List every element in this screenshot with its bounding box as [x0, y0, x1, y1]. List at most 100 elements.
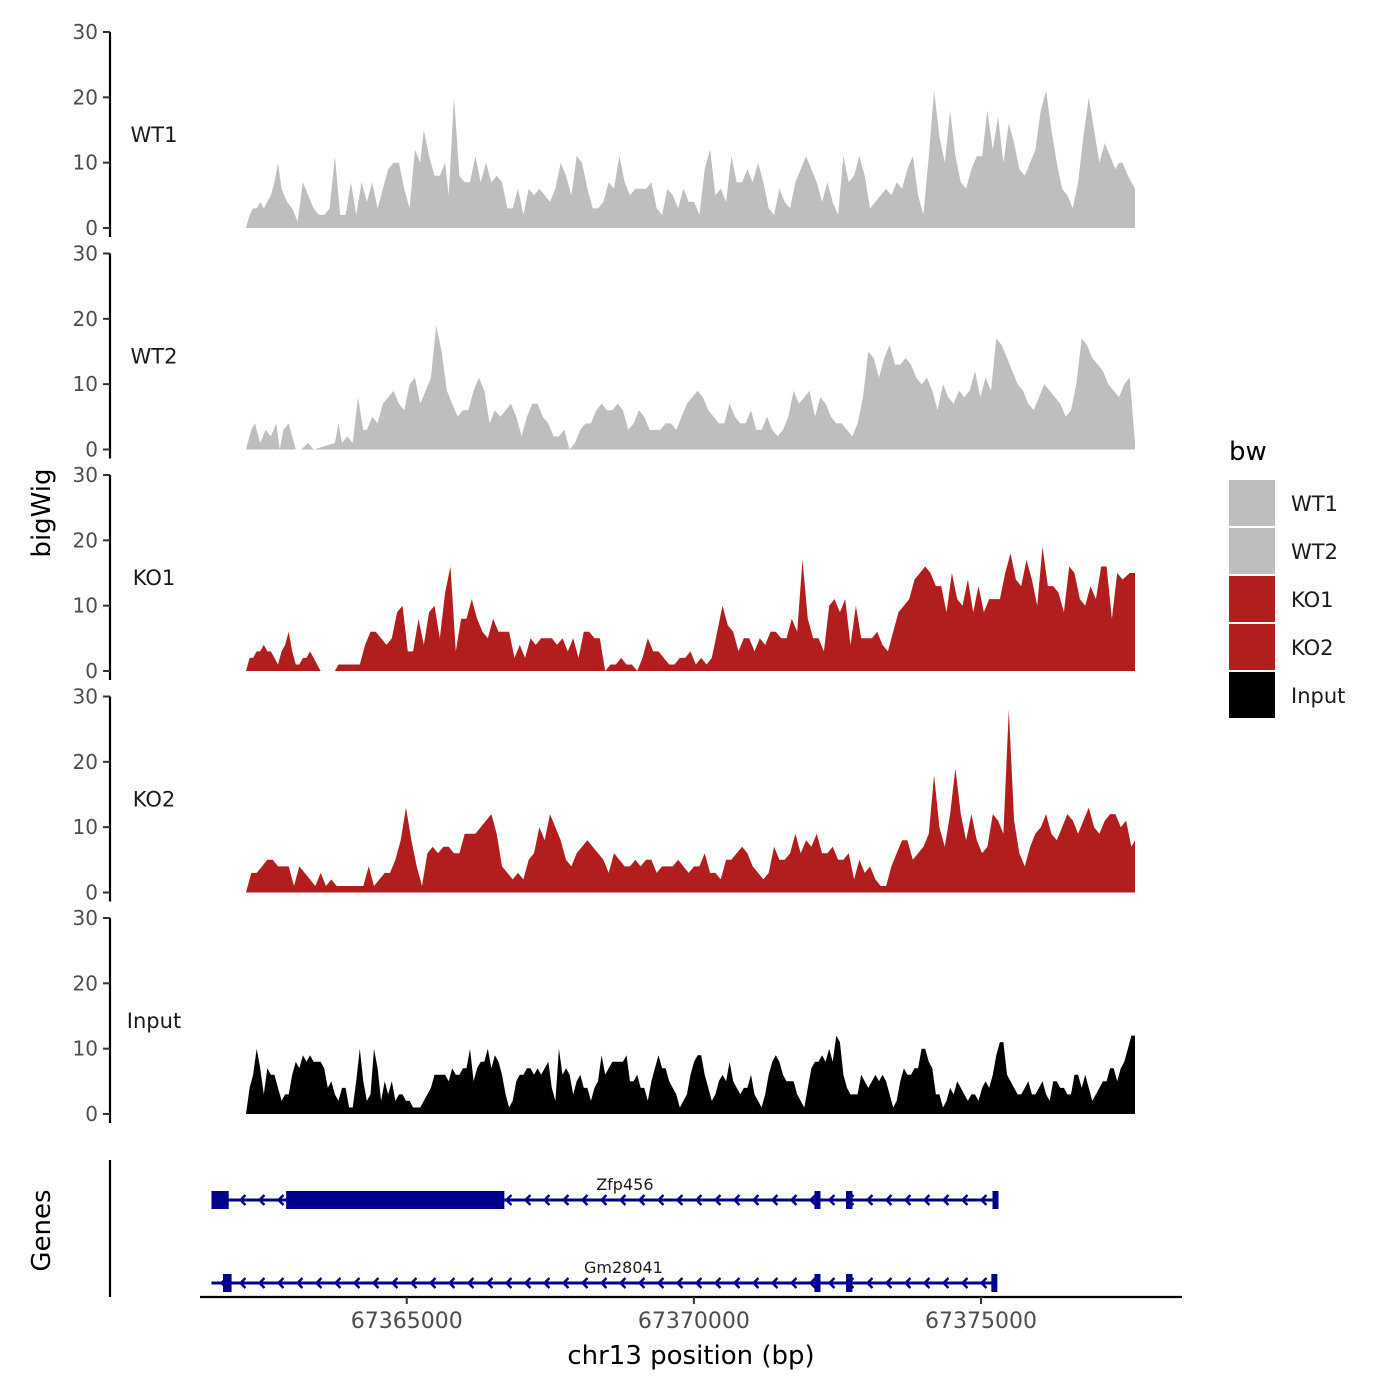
- y-tick-label: 0: [85, 216, 98, 240]
- y-tick-label: 10: [73, 594, 98, 618]
- strand-arrow: [789, 1277, 798, 1289]
- strand-arrow: [694, 1277, 703, 1289]
- exon-zfp456: [846, 1191, 853, 1209]
- exon-gm28041: [814, 1274, 821, 1292]
- strand-arrow: [504, 1194, 513, 1206]
- x-tick-label: 67365000: [351, 1309, 463, 1334]
- strand-arrow: [656, 1277, 665, 1289]
- strand-arrow: [238, 1194, 247, 1206]
- exon-zfp456: [814, 1191, 821, 1209]
- strand-arrow: [694, 1194, 703, 1206]
- y-tick-label: 30: [73, 463, 98, 487]
- strand-arrow: [922, 1277, 931, 1289]
- y-axis-title: bigWig: [27, 468, 57, 557]
- y-tick-label: 30: [73, 242, 98, 266]
- strand-arrow: [257, 1277, 266, 1289]
- y-tick-label: 0: [85, 438, 98, 462]
- exon-gm28041: [991, 1274, 998, 1292]
- strand-arrow: [903, 1277, 912, 1289]
- y-tick-label: 30: [73, 906, 98, 930]
- strand-arrow: [333, 1277, 342, 1289]
- legend-swatch-wt1: [1229, 480, 1275, 526]
- track-label-input: Input: [127, 1009, 181, 1033]
- strand-arrow: [751, 1194, 760, 1206]
- strand-arrow: [409, 1277, 418, 1289]
- strand-arrow: [238, 1277, 247, 1289]
- strand-arrow: [884, 1194, 893, 1206]
- exon-zfp456: [286, 1191, 505, 1209]
- legend-swatch-ko2: [1229, 624, 1275, 670]
- strand-arrow: [675, 1194, 684, 1206]
- strand-arrow: [371, 1277, 380, 1289]
- strand-arrow: [523, 1194, 532, 1206]
- strand-arrow: [542, 1277, 551, 1289]
- strand-arrow: [523, 1277, 532, 1289]
- legend-swatch-input: [1229, 672, 1275, 718]
- strand-arrow: [732, 1277, 741, 1289]
- strand-arrow: [770, 1277, 779, 1289]
- strand-arrow: [770, 1194, 779, 1206]
- y-tick-label: 0: [85, 1102, 98, 1126]
- strand-arrow: [960, 1194, 969, 1206]
- exon-zfp456: [992, 1191, 999, 1209]
- x-tick-label: 67375000: [925, 1309, 1037, 1334]
- strand-arrow: [295, 1277, 304, 1289]
- y-tick-label: 30: [73, 20, 98, 44]
- strand-arrow: [941, 1277, 950, 1289]
- gene-label-zfp456: Zfp456: [596, 1175, 653, 1194]
- y-tick-label: 10: [73, 815, 98, 839]
- track-label-ko2: KO2: [133, 788, 176, 812]
- strand-arrow: [713, 1277, 722, 1289]
- strand-arrow: [808, 1277, 817, 1289]
- y-tick-label: 10: [73, 1037, 98, 1061]
- y-tick-label: 20: [73, 85, 98, 109]
- strand-arrow: [428, 1277, 437, 1289]
- strand-arrow: [485, 1277, 494, 1289]
- strand-arrow: [580, 1277, 589, 1289]
- strand-arrow: [979, 1277, 988, 1289]
- strand-arrow: [827, 1277, 836, 1289]
- legend-label-ko1: KO1: [1291, 588, 1334, 612]
- legend-label-input: Input: [1291, 684, 1345, 708]
- legend-swatch-ko1: [1229, 576, 1275, 622]
- y-tick-label: 20: [73, 528, 98, 552]
- strand-arrow: [903, 1194, 912, 1206]
- strand-arrow: [542, 1194, 551, 1206]
- strand-arrow: [314, 1277, 323, 1289]
- strand-arrow: [865, 1277, 874, 1289]
- strand-arrow: [618, 1194, 627, 1206]
- exon-gm28041: [222, 1274, 232, 1292]
- genes-axis-title: Genes: [27, 1189, 57, 1271]
- track-label-wt2: WT2: [131, 345, 178, 369]
- strand-arrow: [789, 1194, 798, 1206]
- strand-arrow: [561, 1277, 570, 1289]
- legend-label-wt2: WT2: [1291, 540, 1338, 564]
- strand-arrow: [827, 1194, 836, 1206]
- strand-arrow: [580, 1194, 589, 1206]
- strand-arrow: [637, 1277, 646, 1289]
- exon-zfp456: [211, 1191, 229, 1209]
- y-tick-label: 20: [73, 971, 98, 995]
- track-label-wt1: WT1: [131, 123, 178, 147]
- y-tick-label: 30: [73, 685, 98, 709]
- strand-arrow: [599, 1277, 608, 1289]
- strand-arrow: [808, 1194, 817, 1206]
- y-tick-label: 20: [73, 750, 98, 774]
- strand-arrow: [922, 1194, 931, 1206]
- coverage-area-wt1: [246, 90, 1135, 228]
- strand-arrow: [466, 1277, 475, 1289]
- legend-label-ko2: KO2: [1291, 636, 1334, 660]
- y-tick-label: 0: [85, 881, 98, 905]
- y-tick-label: 10: [73, 372, 98, 396]
- strand-arrow: [504, 1277, 513, 1289]
- strand-arrow: [732, 1194, 741, 1206]
- exon-gm28041: [846, 1274, 853, 1292]
- coverage-area-ko1: [246, 546, 1135, 671]
- y-tick-label: 10: [73, 151, 98, 175]
- strand-arrow: [276, 1194, 285, 1206]
- strand-arrow: [884, 1277, 893, 1289]
- coverage-area-wt2: [246, 325, 1135, 450]
- strand-arrow: [941, 1194, 950, 1206]
- y-tick-label: 20: [73, 307, 98, 331]
